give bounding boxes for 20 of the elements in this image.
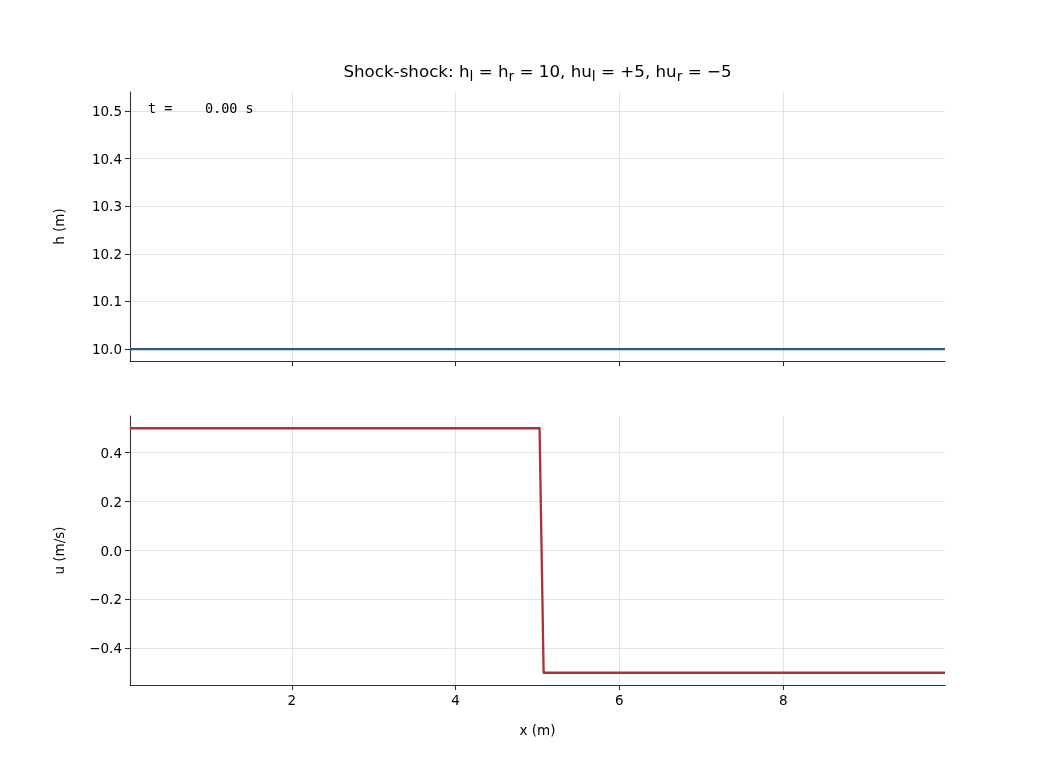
x-tick-label: 4 (451, 692, 460, 708)
y-tick-label: 10.4 (91, 150, 122, 167)
x-tick-label: 8 (778, 692, 788, 708)
y-tick-label: 10.3 (91, 198, 122, 215)
chart-title: Shock-shock: h$_{l}$ = h$_{r}$ = 10, hu$_{l}$ = +5, hu$_{r}$ = −5 (343, 61, 732, 85)
y-tick-label: −0.2 (89, 591, 122, 608)
y-tick-label: 10.2 (91, 245, 122, 262)
y-tick-label: 10.5 (91, 103, 122, 120)
x-axis-title: x (m) (519, 722, 556, 738)
y-axis-title: u (m/s) (51, 526, 67, 575)
y-tick-label: 0.0 (100, 542, 122, 559)
y-axis-title: h (m) (51, 208, 67, 245)
x-tick-label: 6 (615, 692, 624, 708)
y-tick-label: 0.4 (100, 444, 122, 461)
y-tick-label: 10.0 (91, 341, 122, 358)
y-tick-label: −0.4 (89, 640, 122, 657)
x-tick-label: 2 (287, 692, 297, 708)
y-tick-label: 10.1 (91, 293, 122, 310)
y-tick-label: 0.2 (100, 493, 122, 510)
annotation: t = 0.00 s (148, 100, 254, 116)
